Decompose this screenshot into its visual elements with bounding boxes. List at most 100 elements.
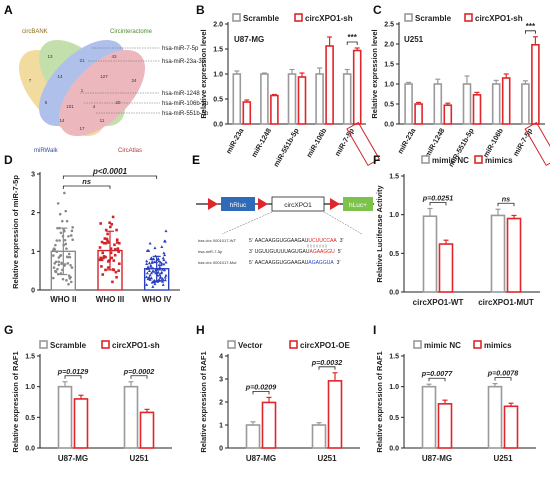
data-point <box>56 226 59 230</box>
legend-label: mimics <box>484 341 512 350</box>
bar <box>487 385 503 449</box>
data-point <box>160 245 164 248</box>
bar <box>462 83 472 125</box>
hrluc-label: hRluc <box>230 202 247 209</box>
y-tick-label: 0.5 <box>389 251 399 258</box>
data-point <box>157 263 161 267</box>
highlight-box <box>346 121 380 167</box>
bar <box>73 398 89 449</box>
y-tick-label: 2 <box>219 400 223 407</box>
data-point <box>162 251 166 255</box>
data-point <box>59 231 63 235</box>
hrluc-box <box>221 197 255 211</box>
bar <box>433 83 443 125</box>
x-tick-label: U251 <box>493 454 513 463</box>
y-tick-label: 1.5 <box>213 47 223 54</box>
data-point <box>57 260 61 264</box>
chart-h: 0 1 2 3 4 Relative expression of RAF1 H Vector c… <box>196 323 360 463</box>
y-axis-label: Relative expression of RAF1 <box>199 351 208 452</box>
highlight-box <box>524 121 550 167</box>
hluc-box <box>343 197 373 211</box>
data-point <box>145 259 149 263</box>
legend-swatch <box>413 340 422 349</box>
y-tick-label: 1.5 <box>384 62 394 69</box>
sig-bracket <box>62 175 158 179</box>
data-point <box>163 253 167 257</box>
x-tick-label: circXPO1-WT <box>413 298 464 307</box>
data-point <box>115 275 118 279</box>
y-tick-label: 0.0 <box>389 290 399 297</box>
legend-label: circXPO1-sh <box>305 14 353 23</box>
sig-label: *** <box>348 33 358 42</box>
y-tick-label: 2.5 <box>384 22 394 29</box>
data-point <box>163 268 167 272</box>
base-pair-ticks <box>307 244 327 248</box>
data-point <box>65 247 68 250</box>
y-tick-label: 0.5 <box>384 102 394 109</box>
data-point <box>58 212 62 216</box>
bar <box>414 103 423 125</box>
data-point <box>101 273 105 276</box>
sig-label: p=0.0209 <box>245 382 277 391</box>
panel-letter: G <box>4 323 13 337</box>
data-point <box>52 254 55 257</box>
y-tick-label: 0.0 <box>384 122 394 129</box>
y-tick-label: 3 <box>31 172 35 179</box>
legend-label: mimic NC <box>424 341 461 350</box>
x-tick-label: miR-106b <box>304 126 328 159</box>
data-point <box>148 278 152 281</box>
bar <box>123 385 139 449</box>
y-tick-label: 2.0 <box>213 22 223 29</box>
data-point <box>104 228 108 232</box>
y-tick-label: 0.0 <box>213 122 223 129</box>
legend-swatch <box>474 155 483 164</box>
data-point <box>113 253 117 257</box>
data-point <box>159 271 163 275</box>
hluc-label: hLuc+ <box>349 202 367 209</box>
data-point <box>158 265 162 269</box>
bar <box>57 385 73 449</box>
bar <box>491 83 501 125</box>
data-point <box>60 261 63 265</box>
bar <box>242 101 252 125</box>
data-point <box>161 256 165 260</box>
data-point <box>110 222 114 226</box>
y-tick-label: 0 <box>219 446 223 453</box>
x-tick-label: circXPO1-MUT <box>478 298 534 307</box>
data-point <box>70 229 74 233</box>
data-point <box>115 238 119 242</box>
data-point <box>102 241 106 245</box>
chart-c: 0.0 0.5 1.0 1.5 2.0 2.5 Relative expression le… <box>370 3 550 168</box>
venn-mirna-label: hsa-miR-7-5p <box>162 46 199 52</box>
data-point <box>52 276 55 280</box>
chart-g: 0.0 0.5 1.0 1.5 Relative expression of RAF1 G… <box>4 323 172 463</box>
data-point <box>108 221 111 225</box>
bar <box>422 215 438 293</box>
data-point <box>112 259 116 262</box>
data-point <box>58 254 62 258</box>
panel-letter: I <box>373 323 376 337</box>
venn-count: 20 <box>115 100 121 105</box>
data-point <box>64 209 68 213</box>
bar <box>472 94 482 125</box>
data-point <box>158 276 162 279</box>
venn-mirna-label: hsa-miR-1248 <box>162 91 200 97</box>
venn-label-circbank: circBANK <box>22 29 48 35</box>
data-point <box>158 273 162 276</box>
legend-swatch <box>473 340 482 349</box>
legend-swatch <box>404 13 413 22</box>
y-tick-label: 1 <box>31 249 35 256</box>
data-point <box>151 285 155 288</box>
y-tick-label: 0 <box>31 288 35 295</box>
sequence-names: has circ 0001017-WT hsa-miR-7-5p has cir… <box>198 238 237 265</box>
data-point <box>145 283 149 286</box>
venn-count: 43 <box>111 54 117 59</box>
sig-bracket <box>62 185 111 189</box>
data-point <box>106 232 109 236</box>
venn-count: 17 <box>79 126 85 131</box>
y-tick-label: 1.5 <box>25 354 35 361</box>
bar <box>311 424 327 449</box>
data-point <box>145 249 149 252</box>
legend-label: Vector <box>238 341 262 350</box>
